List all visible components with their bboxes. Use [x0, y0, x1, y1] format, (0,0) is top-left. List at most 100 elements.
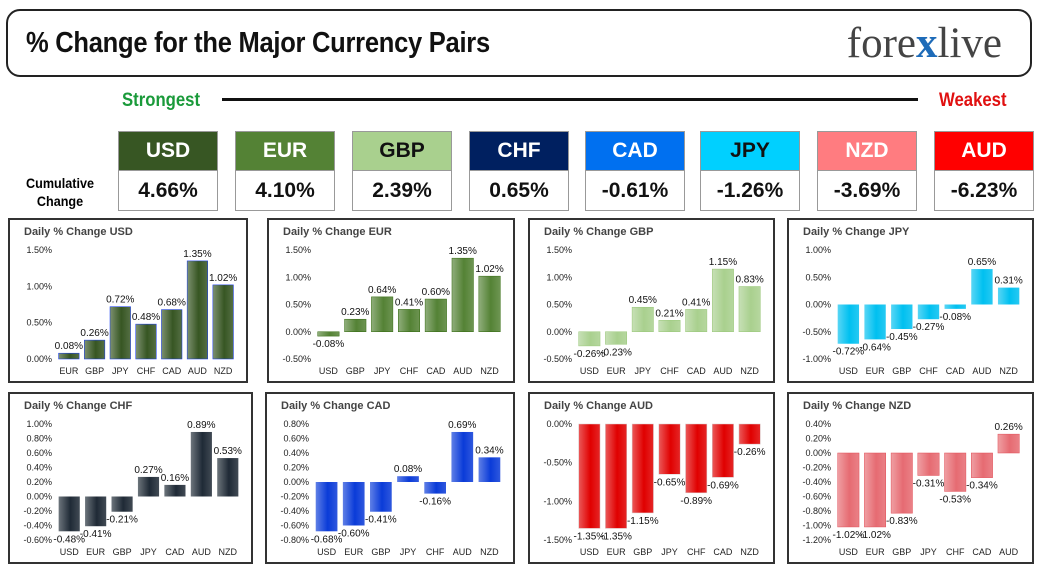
data-label: 1.02% [475, 264, 503, 275]
bar-chf [135, 323, 157, 360]
y-tick-label: 0.00% [805, 448, 831, 458]
bar-usd [837, 452, 860, 528]
data-label: 0.89% [187, 420, 215, 431]
data-label: 0.08% [55, 341, 83, 352]
x-tick-label: AUD [972, 366, 992, 376]
x-tick-label: EUR [866, 547, 886, 557]
x-tick-label: JPY [374, 366, 391, 376]
x-tick-label: JPY [920, 547, 937, 557]
currency-card-chf: CHF 0.65% [469, 131, 569, 211]
y-tick-label: -0.20% [802, 463, 831, 473]
cumulative-change-value: -1.26% [716, 179, 784, 202]
bar-chart: Daily % Change JPY -1.00% -0.50% 0.00% 0.50%… [802, 226, 1022, 376]
data-label: 0.48% [132, 312, 160, 323]
data-label: -0.23% [600, 347, 632, 358]
x-tick-label: JPY [140, 547, 157, 557]
cumulative-change-value: 0.65% [489, 179, 549, 202]
page-title: % Change for the Major Currency Pairs [26, 27, 490, 59]
bar-aud [971, 269, 993, 305]
bar-chart: Daily % Change NZD -1.20% -1.00% -0.80% -0.6… [802, 400, 1022, 557]
y-tick-label: 1.50% [546, 245, 572, 255]
data-label: 0.41% [395, 297, 423, 308]
cumulative-change-value: -3.69% [833, 179, 901, 202]
x-tick-label: USD [580, 366, 600, 376]
data-label: 0.21% [655, 308, 683, 319]
y-tick-label: -0.80% [802, 506, 831, 516]
bar-chf [658, 320, 681, 332]
data-label: 0.69% [448, 420, 476, 431]
bar-chart: Daily % Change AUD -1.50% -1.00% -0.50% 0.00… [543, 400, 765, 557]
data-label: 0.65% [968, 257, 996, 268]
data-label: -0.08% [313, 339, 345, 350]
x-tick-label: AUD [188, 366, 208, 376]
currency-code: EUR [236, 132, 334, 171]
y-tick-label: -0.40% [802, 477, 831, 487]
y-tick-label: 0.00% [26, 354, 52, 364]
bar-eur [605, 423, 628, 529]
data-label: 0.45% [629, 295, 657, 306]
bar-chf [917, 304, 940, 320]
data-label: -0.08% [939, 312, 971, 323]
data-label: -1.15% [627, 516, 659, 527]
x-tick-label: USD [317, 547, 337, 557]
x-tick-label: USD [319, 366, 339, 376]
y-tick-label: 0.40% [283, 448, 309, 458]
x-tick-label: AUD [713, 366, 733, 376]
chart-title: Daily % Change GBP [544, 226, 653, 238]
x-tick-label: CHF [660, 366, 679, 376]
data-label: 0.27% [134, 465, 162, 476]
bar-cad [424, 298, 447, 333]
bar-gbp [890, 452, 913, 514]
y-tick-label: 1.00% [805, 245, 831, 255]
data-label: -0.45% [886, 332, 918, 343]
data-label: 0.68% [158, 298, 186, 309]
x-tick-label: EUR [607, 366, 627, 376]
y-tick-label: 0.80% [283, 419, 309, 429]
y-tick-label: 1.50% [26, 245, 52, 255]
currency-card-gbp: GBP 2.39% [352, 131, 452, 211]
currency-card-eur: EUR 4.10% [235, 131, 335, 211]
currency-code: CAD [586, 132, 684, 171]
bar-gbp [891, 304, 913, 330]
x-tick-label: GBP [892, 547, 911, 557]
y-tick-label: 0.00% [283, 477, 309, 487]
bar-cad [944, 304, 966, 309]
x-tick-label: USD [580, 547, 600, 557]
chart-title: Daily % Change CAD [281, 400, 390, 412]
x-tick-label: NZD [999, 366, 1018, 376]
y-tick-label: 1.00% [26, 281, 52, 291]
chart-title: Daily % Change NZD [803, 400, 911, 412]
currency-code: JPY [701, 132, 799, 171]
y-tick-label: 1.00% [285, 272, 311, 282]
bar-usd [578, 331, 601, 347]
data-label: 0.83% [735, 275, 763, 286]
bar-usd [315, 482, 338, 532]
y-tick-label: -0.50% [543, 354, 572, 364]
y-tick-label: -0.80% [280, 535, 309, 545]
x-tick-label: CAD [165, 547, 185, 557]
data-label: 0.31% [994, 276, 1022, 287]
bar-cad [164, 484, 186, 497]
currency-code: NZD [818, 132, 916, 171]
data-label: -0.48% [53, 534, 85, 545]
data-label: -1.02% [833, 530, 865, 541]
bar-jpy [658, 423, 681, 475]
data-label: 0.16% [161, 473, 189, 484]
chart-panel-7: Daily % Change NZD -1.20% -1.00% -0.80% -0.6… [787, 392, 1034, 564]
y-tick-label: 0.40% [805, 419, 831, 429]
x-tick-label: CHF [687, 547, 706, 557]
bar-jpy [371, 296, 394, 333]
x-tick-label: USD [839, 547, 859, 557]
bar-nzd [217, 458, 239, 497]
x-tick-label: AUD [453, 366, 473, 376]
bar-gbp [111, 496, 133, 512]
data-label: -0.60% [338, 529, 370, 540]
y-tick-label: -0.40% [23, 521, 52, 531]
x-tick-label: NZD [740, 547, 759, 557]
x-tick-label: CAD [946, 366, 966, 376]
y-tick-label: -0.50% [543, 458, 572, 468]
data-label: -0.83% [886, 516, 918, 527]
cumulative-change-value: -6.23% [950, 179, 1018, 202]
data-label: 0.53% [214, 446, 242, 457]
y-tick-label: 0.00% [546, 327, 572, 337]
